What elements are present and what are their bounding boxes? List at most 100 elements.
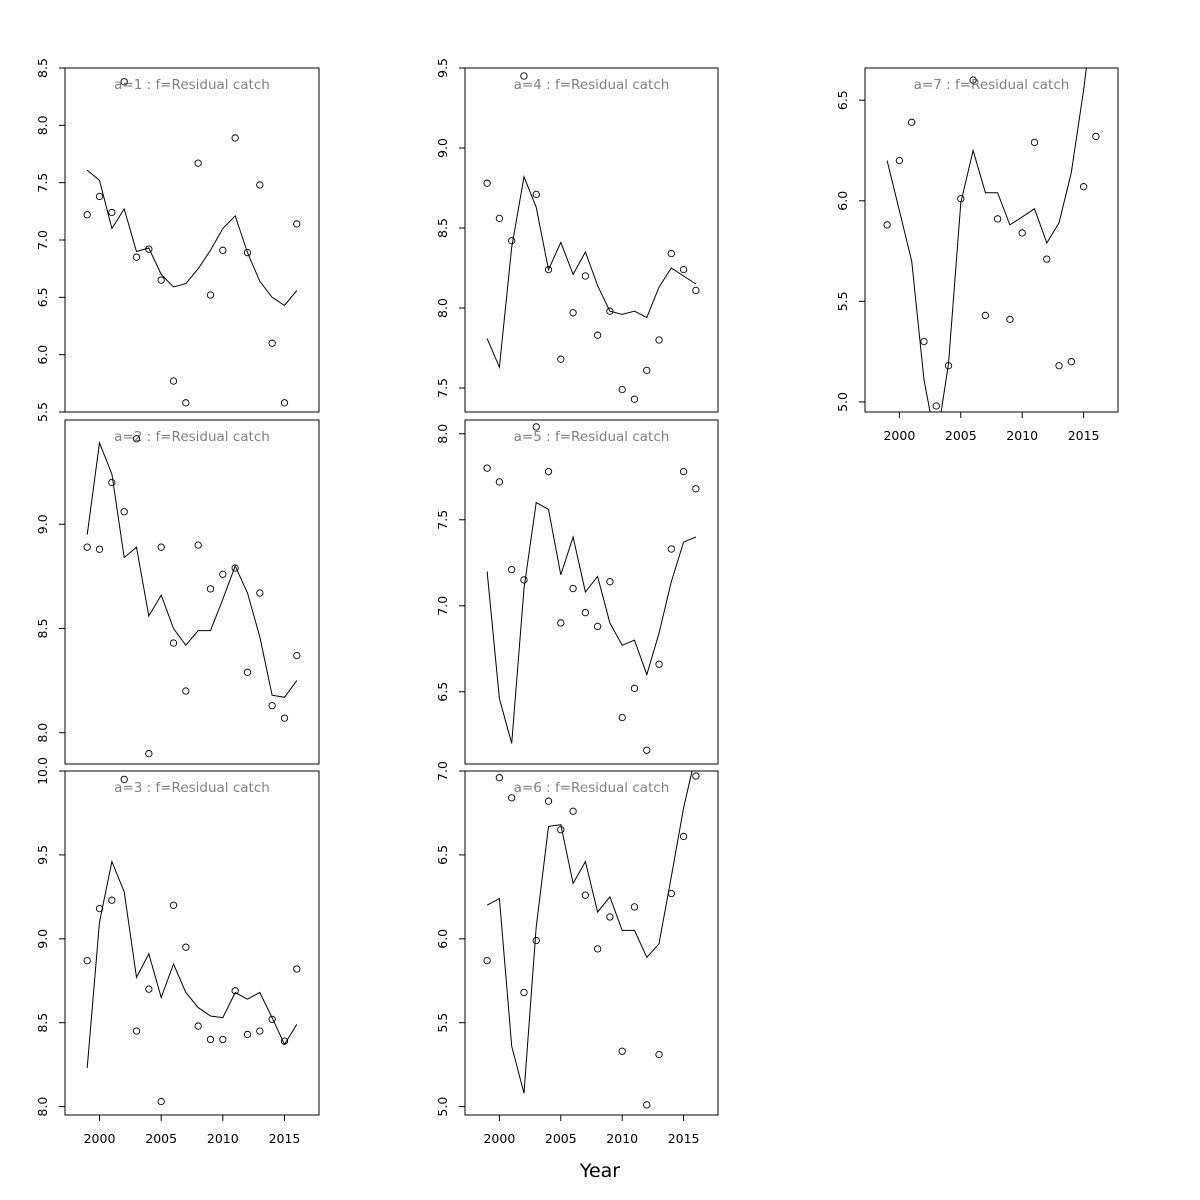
panel-title: a=1 : f=Residual catch (114, 77, 270, 93)
panel-title: a=5 : f=Residual catch (514, 429, 670, 445)
data-point (293, 220, 301, 228)
data-point (1055, 362, 1063, 370)
data-point (1067, 358, 1075, 366)
data-point (993, 215, 1002, 223)
data-point (206, 291, 215, 299)
data-point (908, 118, 916, 126)
data-point (83, 211, 91, 219)
plot-area (483, 423, 700, 754)
data-point (483, 179, 491, 187)
panel-3: a=3 : f=Residual catch 8.0 8.5 9.0 9.5 10.0 20… (35, 757, 320, 1146)
data-point (243, 1030, 252, 1039)
y-axis: 7.5 8.0 8.5 9.0 9.5 (435, 58, 465, 398)
data-point (157, 1097, 165, 1106)
data-point (883, 221, 891, 229)
plot-area (883, 68, 1100, 412)
data-point (219, 570, 227, 578)
y-tick-label: 5.0 (835, 392, 850, 412)
panel-title: a=4 : f=Residual catch (514, 77, 670, 93)
data-point (145, 749, 153, 758)
data-point (643, 366, 651, 375)
data-point (569, 807, 577, 815)
data-point (120, 775, 128, 784)
y-axis: 5.0 5.5 6.0 6.5 (835, 90, 865, 412)
data-point (256, 589, 264, 597)
data-point (569, 309, 577, 317)
fitted-line (486, 501, 697, 744)
data-point (83, 543, 91, 551)
panel-title: a=2 : f=Residual catch (114, 429, 270, 445)
data-point (679, 467, 688, 476)
y-tick-label: 9.0 (435, 138, 450, 158)
y-tick-label: 7.5 (435, 378, 450, 398)
y-tick-label: 6.0 (835, 191, 850, 211)
data-point (108, 208, 116, 217)
y-axis: 8.0 8.5 9.0 (35, 514, 65, 743)
data-point (643, 746, 651, 754)
fitted-line (86, 859, 298, 1069)
data-point (108, 896, 116, 904)
data-point (655, 1050, 663, 1059)
y-tick-label: 8.0 (435, 298, 450, 318)
data-point (606, 307, 614, 315)
x-tick-label: 2015 (668, 1131, 700, 1146)
data-point (679, 832, 688, 841)
data-point (1030, 138, 1039, 147)
data-point (280, 714, 289, 722)
data-point (132, 435, 141, 443)
plot-area (83, 435, 301, 758)
x-tick-label: 2005 (945, 428, 977, 443)
fitted-line (86, 440, 298, 698)
data-point (630, 903, 639, 911)
data-point (1092, 132, 1100, 141)
data-point (544, 265, 553, 274)
data-point (483, 464, 491, 472)
data-point (120, 508, 128, 516)
y-tick-label: 7.5 (435, 510, 450, 530)
data-point (231, 987, 239, 995)
data-point (293, 965, 301, 973)
x-tick-label: 2005 (545, 1131, 577, 1146)
data-point (895, 156, 904, 165)
data-point (593, 945, 602, 953)
y-tick-label: 7.0 (35, 230, 50, 250)
panel-frame (864, 67, 1119, 413)
data-point (206, 1035, 215, 1044)
data-point (1079, 183, 1088, 191)
data-point (132, 253, 141, 261)
data-point (969, 76, 977, 84)
y-tick-label: 8.0 (35, 115, 50, 135)
data-point (95, 192, 104, 201)
data-point (108, 478, 116, 487)
data-point (243, 248, 252, 257)
y-tick-label: 6.0 (35, 345, 50, 365)
data-point (532, 936, 540, 945)
plot-area (483, 72, 700, 403)
plot-area (83, 78, 301, 407)
y-tick-label: 10.0 (35, 757, 50, 785)
data-point (630, 395, 639, 403)
data-point (182, 687, 190, 695)
panel-title: a=7 : f=Residual catch (914, 77, 1070, 93)
data-point (606, 578, 614, 586)
panel-5: a=5 : f=Residual catch 6.5 7.0 7.5 8.0 (435, 419, 719, 765)
panel-frame (464, 67, 719, 413)
panel-frame (64, 67, 320, 413)
data-point (581, 608, 590, 617)
data-point (606, 913, 614, 921)
data-point (920, 337, 928, 346)
data-point (655, 660, 663, 668)
data-point (692, 485, 700, 493)
y-tick-label: 8.5 (35, 58, 50, 78)
data-point (206, 585, 215, 593)
data-point (194, 1022, 202, 1030)
y-tick-label: 8.5 (435, 218, 450, 238)
y-tick-label: 6.0 (435, 929, 450, 949)
x-tick-label: 2005 (145, 1131, 177, 1146)
plot-area (83, 775, 301, 1106)
data-point (194, 159, 202, 167)
x-tick-label: 2010 (606, 1131, 638, 1146)
panel-frame (64, 419, 320, 765)
y-tick-label: 6.5 (35, 287, 50, 307)
